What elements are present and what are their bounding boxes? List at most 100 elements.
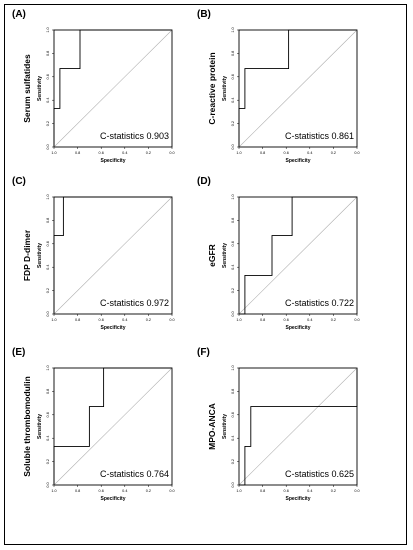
x-tick-label: 0.0 xyxy=(354,318,359,322)
reference-diagonal xyxy=(53,29,173,148)
roc-curve xyxy=(53,29,172,147)
c-statistic: C-statistics 0.722 xyxy=(285,298,354,308)
c-statistic: C-statistics 0.903 xyxy=(100,131,169,141)
y-tick-label: 0.8 xyxy=(46,389,50,394)
y-tick-label: 1.0 xyxy=(231,27,235,32)
x-tick-label: 1.0 xyxy=(51,318,56,322)
y-tick-label: 0.6 xyxy=(46,412,50,417)
roc-curve xyxy=(238,29,357,147)
axis-xlabel: Specificity xyxy=(285,325,310,331)
y-tick-label: 0.4 xyxy=(231,436,235,441)
reference-diagonal xyxy=(238,367,358,486)
axis-ylabel: Sensitivity xyxy=(222,76,228,101)
x-tick-label: 0.0 xyxy=(354,489,359,493)
reference-diagonal xyxy=(53,196,173,315)
x-tick-label: 1.0 xyxy=(236,489,241,493)
roc-curve xyxy=(239,196,357,315)
x-tick-label: 0.8 xyxy=(260,318,265,322)
roc-panel: (E) Soluble thrombomodulin Sensitivity 0.0 0… xyxy=(12,347,175,502)
x-tick-label: 0.6 xyxy=(99,151,104,155)
reference-diagonal xyxy=(238,29,358,148)
c-statistic: C-statistics 0.625 xyxy=(285,469,354,479)
x-tick-label: 0.0 xyxy=(169,318,174,322)
y-tick-label: 1.0 xyxy=(231,194,235,199)
panel-label: (C) xyxy=(12,176,26,187)
reference-diagonal xyxy=(53,367,173,486)
c-statistic: C-statistics 0.972 xyxy=(100,298,169,308)
outer-ylabel: MPO-ANCA xyxy=(207,403,217,450)
y-tick-label: 0.2 xyxy=(46,459,50,464)
x-tick-label: 0.8 xyxy=(260,151,265,155)
x-tick-label: 1.0 xyxy=(51,489,56,493)
y-tick-label: 0.8 xyxy=(231,389,235,394)
roc-curve xyxy=(239,368,358,486)
x-tick-label: 0.2 xyxy=(146,151,151,155)
roc-panel: (A) Serum sulfatides Sensitivity 0.0 0.2 0.4 0… xyxy=(12,9,175,164)
roc-panel: (F) MPO-ANCA Sensitivity 0.0 0.2 0.4 0.6 0.8 1.0… xyxy=(197,347,360,502)
axis-ylabel: Sensitivity xyxy=(37,243,43,268)
x-tick-label: 0.8 xyxy=(260,489,265,493)
x-tick-label: 0.0 xyxy=(169,151,174,155)
outer-ylabel: Soluble thrombomodulin xyxy=(22,376,32,477)
y-tick-label: 0.8 xyxy=(231,218,235,223)
x-tick-label: 0.4 xyxy=(307,489,312,493)
axis-xlabel: Specificity xyxy=(100,496,125,502)
axis-ylabel: Sensitivity xyxy=(222,243,228,268)
y-tick-label: 0.4 xyxy=(231,98,235,103)
y-tick-label: 0.0 xyxy=(46,311,50,316)
outer-ylabel: Serum sulfatides xyxy=(22,54,32,123)
x-tick-label: 0.2 xyxy=(146,489,151,493)
y-tick-label: 0.0 xyxy=(46,482,50,487)
panel-label: (B) xyxy=(197,9,211,20)
x-tick-label: 1.0 xyxy=(236,151,241,155)
x-tick-label: 0.0 xyxy=(354,151,359,155)
y-tick-label: 0.6 xyxy=(231,412,235,417)
x-tick-label: 0.6 xyxy=(99,489,104,493)
y-tick-label: 0.2 xyxy=(46,121,50,126)
y-tick-label: 0.8 xyxy=(46,51,50,56)
x-tick-label: 0.4 xyxy=(307,151,312,155)
x-tick-label: 0.4 xyxy=(307,318,312,322)
roc-panel: (B) C-reactive protein Sensitivity 0.0 0.2 0.… xyxy=(197,9,360,164)
y-tick-label: 0.2 xyxy=(46,288,50,293)
x-tick-label: 1.0 xyxy=(236,318,241,322)
x-tick-label: 0.6 xyxy=(99,318,104,322)
outer-ylabel: FDP D-dimer xyxy=(22,229,32,281)
figure-frame xyxy=(4,4,407,545)
y-tick-label: 0.2 xyxy=(231,121,235,126)
x-tick-label: 1.0 xyxy=(51,151,56,155)
roc-curve xyxy=(53,367,172,485)
roc-curve xyxy=(53,196,172,314)
y-tick-label: 0.8 xyxy=(231,51,235,56)
panel-label: (F) xyxy=(197,347,210,358)
x-tick-label: 0.4 xyxy=(122,318,127,322)
plot-area xyxy=(238,367,358,486)
x-tick-label: 0.2 xyxy=(331,318,336,322)
y-tick-label: 0.0 xyxy=(231,482,235,487)
panel-label: (A) xyxy=(12,9,26,20)
x-tick-label: 0.6 xyxy=(284,151,289,155)
panel-label: (E) xyxy=(12,347,25,358)
roc-panel: (C) FDP D-dimer Sensitivity 0.0 0.2 0.4 0.6 0.8… xyxy=(12,176,175,331)
y-tick-label: 1.0 xyxy=(46,27,50,32)
x-tick-label: 0.6 xyxy=(284,489,289,493)
x-tick-label: 0.4 xyxy=(122,489,127,493)
x-tick-label: 0.2 xyxy=(331,151,336,155)
y-tick-label: 0.8 xyxy=(46,218,50,223)
y-tick-label: 0.6 xyxy=(46,74,50,79)
y-tick-label: 0.0 xyxy=(46,144,50,149)
outer-ylabel: C-reactive protein xyxy=(207,52,217,124)
axis-xlabel: Specificity xyxy=(100,158,125,164)
x-tick-label: 0.0 xyxy=(169,489,174,493)
y-tick-label: 0.0 xyxy=(231,311,235,316)
y-tick-label: 0.4 xyxy=(46,436,50,441)
y-tick-label: 0.6 xyxy=(231,241,235,246)
y-tick-label: 0.4 xyxy=(231,265,235,270)
axis-xlabel: Specificity xyxy=(285,496,310,502)
y-tick-label: 0.0 xyxy=(231,144,235,149)
panel-label: (D) xyxy=(197,176,211,187)
y-tick-label: 0.4 xyxy=(46,98,50,103)
y-tick-label: 1.0 xyxy=(46,365,50,370)
